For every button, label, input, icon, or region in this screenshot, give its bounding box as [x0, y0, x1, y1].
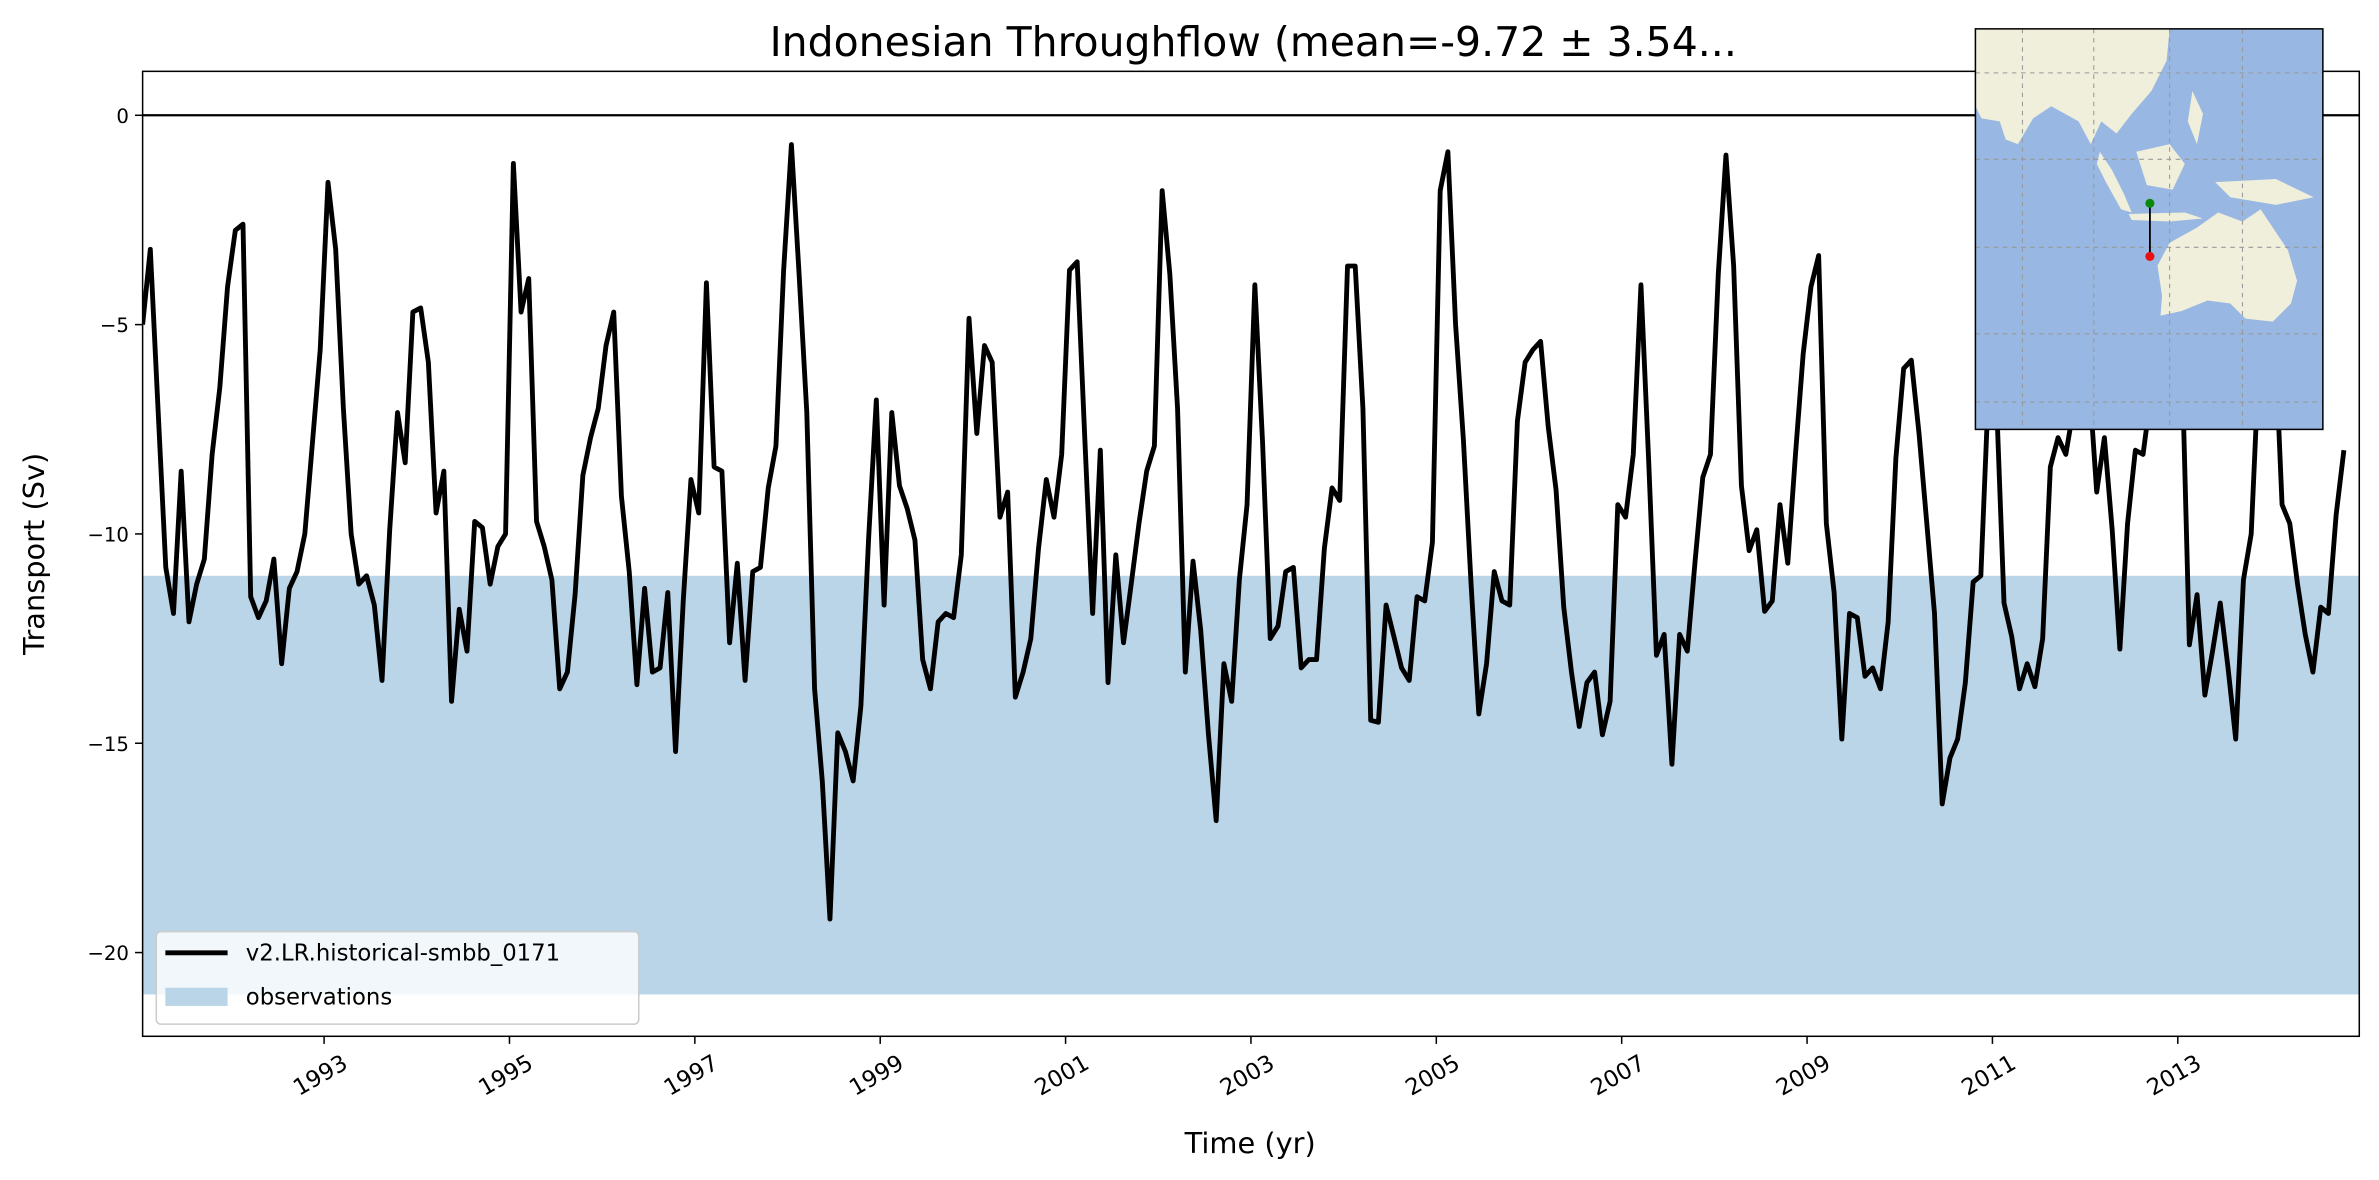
- legend-label: observations: [246, 984, 392, 1010]
- x-tick-label: 2007: [1587, 1050, 1650, 1101]
- map-land-newguinea: [2215, 179, 2314, 205]
- map-start-point: [2145, 198, 2155, 208]
- y-tick-label: −5: [100, 314, 129, 337]
- plot-frame: [141, 70, 2361, 1038]
- x-tick-label: 1999: [845, 1050, 908, 1101]
- x-tick-label: 1997: [660, 1050, 723, 1101]
- observation-band: [142, 575, 2360, 995]
- y-axis-label: Transport (Sv): [17, 453, 51, 656]
- chart-title: Indonesian Throughflow (mean=-9.72 ± 3.5…: [770, 18, 1737, 66]
- x-tick-label: 2011: [1957, 1050, 2020, 1101]
- map-land-sumatra: [2096, 151, 2132, 213]
- y-tick-label: −10: [87, 524, 129, 547]
- map-end-point: [2145, 251, 2155, 261]
- map-frame: [1974, 28, 2324, 431]
- series-line: [142, 142, 2347, 922]
- x-tick-label: 2013: [2143, 1050, 2206, 1101]
- legend: v2.LR.historical-smbb_0171 observations: [155, 930, 640, 1025]
- map-land-asia: [1975, 28, 2170, 145]
- y-tick-label: −15: [87, 733, 129, 756]
- legend-box: [155, 930, 640, 1025]
- x-tick-label: 2001: [1031, 1050, 1094, 1101]
- inset-map: [1974, 28, 2324, 431]
- legend-label: v2.LR.historical-smbb_0171: [246, 940, 560, 966]
- x-tick-label: 2009: [1772, 1050, 1835, 1101]
- plot-area: −20 −15 −10 −5 0 1993 1995 1997 1999 2001 2003 2005…: [87, 70, 2361, 1101]
- x-tick-label: 2005: [1401, 1050, 1464, 1101]
- map-land-java: [2128, 212, 2204, 222]
- y-tick-label: −20: [87, 942, 129, 965]
- x-tick-label: 2003: [1216, 1050, 1279, 1101]
- legend-swatch: [165, 987, 228, 1006]
- map-land-australia: [2157, 209, 2298, 322]
- x-tick-label: 1995: [474, 1050, 537, 1101]
- x-axis-label: Time (yr): [1184, 1126, 1316, 1160]
- map-land-borneo: [2136, 144, 2185, 190]
- x-tick-label: 1993: [289, 1050, 352, 1101]
- y-tick-label: 0: [116, 105, 129, 128]
